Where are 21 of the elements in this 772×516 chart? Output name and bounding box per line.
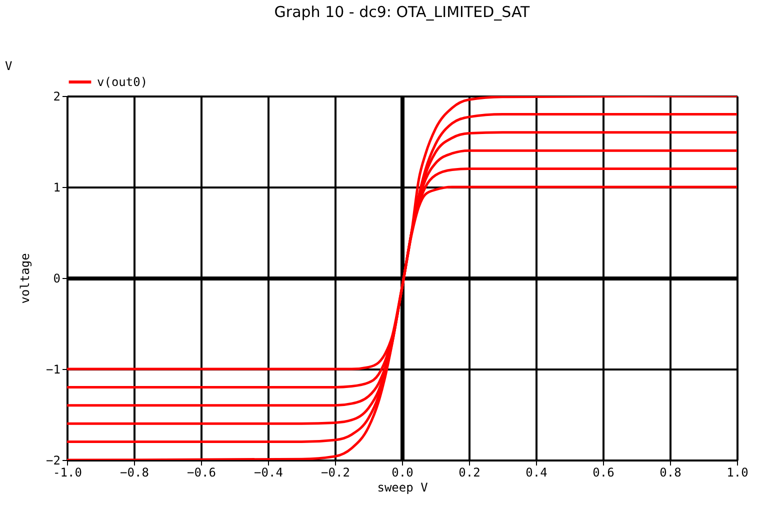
x-tick-label: −0.2 <box>321 466 350 480</box>
x-tick-label: −0.4 <box>254 466 283 480</box>
x-tick-label: 1.0 <box>726 466 748 480</box>
x-tick-label: -1.0 <box>53 466 82 480</box>
legend-label: v(out0) <box>97 75 148 89</box>
x-tick-label: 0.6 <box>592 466 614 480</box>
x-tick-label: 0.4 <box>526 466 548 480</box>
y-tick-label: 2 <box>53 90 60 104</box>
x-tick-label: 0.0 <box>392 466 414 480</box>
y-tick-label: −1 <box>46 362 60 376</box>
y-tick-label: 0 <box>53 272 60 286</box>
y-tick-label: −2 <box>46 454 60 468</box>
y-tick-label: 1 <box>53 180 60 194</box>
x-tick-label: −0.6 <box>187 466 216 480</box>
x-tick-label: −0.8 <box>120 466 149 480</box>
chart-title: Graph 10 - dc9: OTA_LIMITED_SAT <box>274 3 531 21</box>
y-axis-title: voltage <box>18 253 32 304</box>
x-tick-label: 0.2 <box>458 466 480 480</box>
text: V <box>5 59 12 73</box>
x-axis-title: sweep V <box>377 480 428 494</box>
x-tick-label: 0.8 <box>660 466 682 480</box>
